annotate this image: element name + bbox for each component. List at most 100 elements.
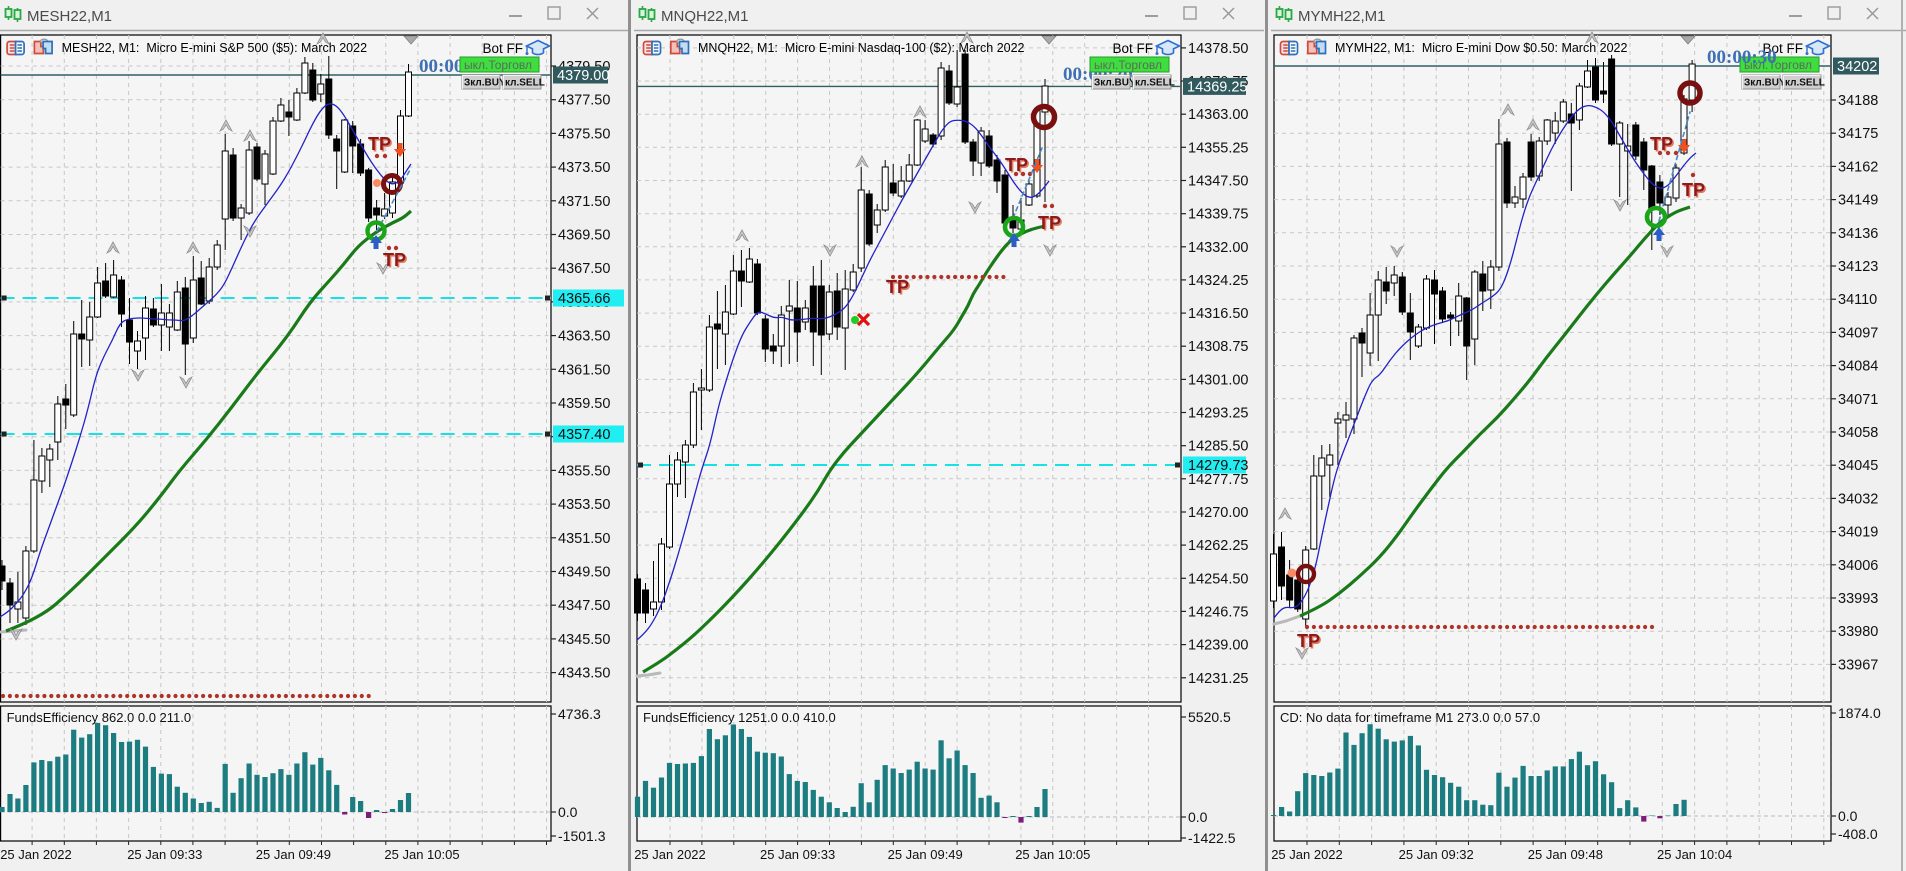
svg-text:TP: TP [1007,157,1030,177]
svg-text:25 Jan 09:48: 25 Jan 09:48 [1528,847,1603,862]
svg-text:34188: 34188 [1838,93,1878,109]
svg-text:-408.0: -408.0 [1838,826,1878,842]
svg-text:TP: TP [888,279,911,299]
svg-text:14378.50: 14378.50 [1188,41,1248,57]
svg-text:TP: TP [1297,631,1320,651]
svg-text:MYMH22, M1: Micro E-mini Dow: MYMH22, M1: Micro E-mini Dow $0.50: Marc… [1335,41,1628,55]
svg-text:34045: 34045 [1838,458,1878,474]
svg-text:14301.00: 14301.00 [1188,372,1248,388]
svg-text:FundsEfficiency 862.0 0.0 211.: FundsEfficiency 862.0 0.0 211.0 [7,710,192,725]
svg-text:TP: TP [383,250,406,270]
svg-text:34058: 34058 [1838,425,1878,441]
svg-text:34071: 34071 [1838,392,1878,408]
svg-text:0.0: 0.0 [1188,809,1208,825]
svg-text:4359.50: 4359.50 [558,396,610,412]
svg-text:14277.75: 14277.75 [1188,472,1248,488]
svg-text:25 Jan 10:05: 25 Jan 10:05 [384,847,459,862]
svg-text:FundsEfficiency 1251.0 0.0 410: FundsEfficiency 1251.0 0.0 410.0 [643,710,836,725]
svg-text:4351.50: 4351.50 [558,531,610,547]
svg-text:4355.50: 4355.50 [558,463,610,479]
svg-text:34110: 34110 [1838,292,1877,308]
svg-text:33967: 33967 [1838,657,1878,673]
svg-text:14246.75: 14246.75 [1188,604,1248,620]
svg-text:34019: 34019 [1838,525,1878,541]
svg-text:TP: TP [1038,213,1061,233]
svg-text:34175: 34175 [1838,126,1878,142]
svg-text:4361.50: 4361.50 [558,362,610,378]
svg-text:34136: 34136 [1838,226,1878,242]
svg-text:25 Jan 2022: 25 Jan 2022 [0,847,72,862]
svg-text:4343.50: 4343.50 [558,666,610,682]
svg-text:MESH22,M1: MESH22,M1 [27,8,112,25]
svg-text:34202: 34202 [1837,59,1877,75]
svg-text:14293.25: 14293.25 [1188,406,1248,422]
svg-text:33993: 33993 [1838,591,1878,607]
svg-text:TP: TP [1299,633,1322,653]
svg-text:14239.00: 14239.00 [1188,638,1248,654]
svg-text:14339.75: 14339.75 [1188,207,1248,223]
svg-text:ыкл.Торговл: ыкл.Торговл [1744,58,1812,72]
svg-text:4371.50: 4371.50 [558,194,610,210]
svg-text:25 Jan 10:04: 25 Jan 10:04 [1657,847,1732,862]
svg-text:CD: No data for timeframe M1 2: CD: No data for timeframe M1 273.0 0.0 5… [1280,710,1540,725]
svg-text:14285.50: 14285.50 [1188,439,1248,455]
svg-text:14316.50: 14316.50 [1188,306,1248,322]
svg-text:Bot FF: Bot FF [482,41,523,56]
svg-text:34123: 34123 [1838,259,1878,275]
svg-text:25 Jan 2022: 25 Jan 2022 [634,847,706,862]
svg-text:0.0: 0.0 [1838,808,1858,824]
svg-text:25 Jan 09:49: 25 Jan 09:49 [256,847,331,862]
svg-text:34084: 34084 [1838,359,1878,375]
svg-text:1874.0: 1874.0 [1838,705,1881,721]
svg-text:4347.50: 4347.50 [558,598,610,614]
svg-text:25 Jan 09:32: 25 Jan 09:32 [1399,847,1474,862]
svg-text:25 Jan 10:05: 25 Jan 10:05 [1015,847,1090,862]
svg-text:4369.50: 4369.50 [558,228,610,244]
svg-text:-1422.5: -1422.5 [1188,830,1236,846]
svg-text:14369.25: 14369.25 [1187,79,1247,95]
svg-text:кл.SELL: кл.SELL [1135,78,1175,89]
svg-text:-1501.3: -1501.3 [558,828,606,844]
svg-text:TP: TP [370,136,393,156]
svg-text:14308.75: 14308.75 [1188,339,1248,355]
svg-text:14324.25: 14324.25 [1188,273,1248,289]
svg-text:Bot FF: Bot FF [1762,41,1803,56]
svg-text:4349.50: 4349.50 [558,565,610,581]
svg-text:MYMH22,M1: MYMH22,M1 [1298,8,1386,25]
svg-text:4357.40: 4357.40 [558,427,610,443]
svg-text:TP: TP [368,134,391,154]
svg-text:ыкл.Торговл: ыкл.Торговл [1094,58,1162,72]
svg-text:MNQH22, M1: Micro E-mini Nasd: MNQH22, M1: Micro E-mini Nasdaq-100 ($2)… [698,41,1025,55]
svg-text:TP: TP [1650,134,1673,154]
svg-text:14332.00: 14332.00 [1188,240,1248,256]
svg-text:4377.50: 4377.50 [558,93,610,109]
svg-text:14279.73: 14279.73 [1188,458,1248,474]
svg-text:4736.3: 4736.3 [558,706,601,722]
svg-text:14347.50: 14347.50 [1188,174,1248,190]
svg-text:4363.50: 4363.50 [558,329,610,345]
svg-text:25 Jan 09:49: 25 Jan 09:49 [888,847,963,862]
svg-text:14270.00: 14270.00 [1188,505,1248,521]
svg-text:14254.50: 14254.50 [1188,571,1248,587]
svg-text:4373.50: 4373.50 [558,160,610,176]
svg-text:14231.25: 14231.25 [1188,671,1248,687]
svg-text:25 Jan 09:33: 25 Jan 09:33 [127,847,202,862]
svg-text:TP: TP [1684,182,1707,202]
svg-text:MESH22, M1: Micro E-mini S&P: MESH22, M1: Micro E-mini S&P 500 ($5): M… [62,41,367,55]
svg-text:TP: TP [886,277,909,297]
svg-text:14355.25: 14355.25 [1188,140,1248,156]
svg-text:0.0: 0.0 [558,804,578,820]
svg-text:TP: TP [1652,136,1675,156]
svg-text:4379.00: 4379.00 [557,68,609,84]
svg-text:4353.50: 4353.50 [558,497,610,513]
svg-text:Зкл.BUY: Зкл.BUY [464,78,506,89]
svg-text:кл.SELL: кл.SELL [1785,78,1825,89]
svg-text:5520.5: 5520.5 [1188,709,1231,725]
svg-text:4375.50: 4375.50 [558,126,610,142]
svg-text:кл.SELL: кл.SELL [505,78,545,89]
svg-text:33980: 33980 [1838,624,1878,640]
svg-text:14363.00: 14363.00 [1188,107,1248,123]
svg-text:Bot FF: Bot FF [1112,41,1153,56]
svg-text:25 Jan 09:33: 25 Jan 09:33 [760,847,835,862]
svg-text:34032: 34032 [1838,491,1878,507]
